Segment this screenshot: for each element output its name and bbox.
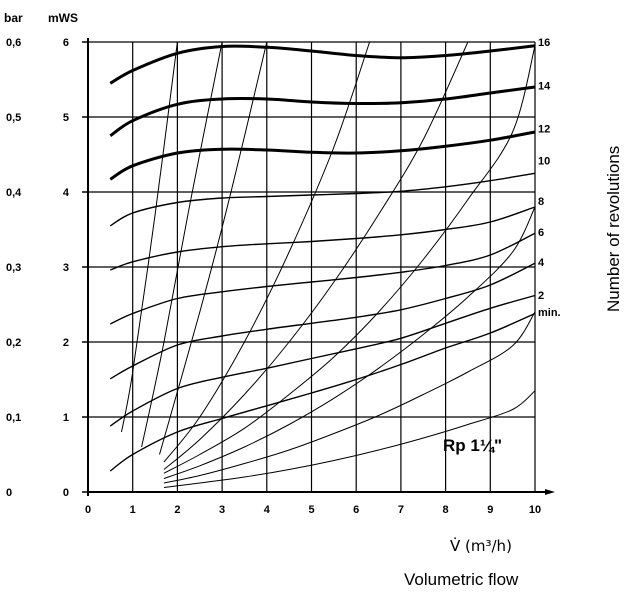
curve-label: 8 — [538, 196, 544, 208]
y-tick-label-bar: 0,1 — [6, 412, 21, 424]
curve-label: 10 — [538, 156, 550, 168]
y-tick-label-bar: 0 — [6, 487, 12, 499]
curve-label: 6 — [538, 227, 544, 239]
system-curves — [121, 41, 536, 488]
y-tick-label-mws: 3 — [63, 262, 69, 274]
x-tick-label: 2 — [174, 504, 180, 516]
y-tick-label-mws: 5 — [63, 112, 69, 124]
system-curve — [163, 311, 536, 484]
y-tick-label-mws: 0 — [63, 487, 69, 499]
x-axis-label: V̇ (m³/h) — [450, 536, 512, 555]
y-unit-mws: mWS — [48, 11, 78, 25]
x-tick-label: 0 — [85, 504, 91, 516]
model-label: Rp 1¼" — [443, 436, 502, 455]
system-curve — [159, 41, 268, 455]
pump-curve-2 — [109, 294, 536, 427]
y-tick-label-mws: 4 — [63, 187, 70, 199]
pump-curve-16 — [109, 44, 536, 85]
pump-curve-4 — [109, 262, 536, 380]
curve-label: 4 — [538, 257, 545, 269]
pump-curve-14 — [109, 85, 536, 138]
x-tick-label: 6 — [353, 504, 359, 516]
x-tick-label: 3 — [219, 504, 225, 516]
curve-label: 12 — [538, 123, 550, 135]
system-curve — [121, 41, 178, 433]
y-tick-label-bar: 0,5 — [6, 112, 21, 124]
x-tick-label: 1 — [130, 504, 136, 516]
y-tick-label-mws: 2 — [63, 337, 69, 349]
system-curve — [163, 45, 536, 474]
x-tick-label: 4 — [264, 504, 271, 516]
pump-curve-8 — [110, 206, 536, 271]
curve-label: 16 — [538, 37, 550, 49]
system-curve — [163, 41, 371, 463]
curve-label: 14 — [538, 81, 551, 93]
x-tick-label: 9 — [487, 504, 493, 516]
pump-curves — [109, 44, 536, 472]
system-curve — [163, 390, 536, 488]
pump-curve-10 — [109, 172, 536, 227]
y-tick-label-mws: 1 — [63, 412, 69, 424]
pump-curve-12 — [109, 130, 536, 181]
x-tick-label: 7 — [398, 504, 404, 516]
system-curve — [163, 41, 469, 470]
y-tick-label-bar: 0,6 — [6, 37, 21, 49]
curve-label: min. — [538, 307, 561, 319]
y-tick-label-bar: 0,3 — [6, 262, 21, 274]
y-tick-label-bar: 0,2 — [6, 337, 21, 349]
x-tick-label: 8 — [443, 504, 449, 516]
x-tick-label: 5 — [308, 504, 314, 516]
y-tick-label-mws: 6 — [63, 37, 69, 49]
system-curve — [163, 206, 536, 479]
pump-curve-min — [109, 312, 536, 472]
grid — [88, 41, 536, 492]
system-curve — [141, 41, 223, 448]
y-tick-label-bar: 0,4 — [6, 187, 22, 199]
axes — [82, 38, 555, 496]
y-unit-bar: bar — [4, 11, 23, 25]
pump-curve-6 — [110, 232, 536, 325]
curve-label: 2 — [538, 290, 544, 302]
curve-axis-label: Number of revolutions — [604, 146, 623, 312]
labels: bar mWS V̇ (m³/h) Volumetric flow Number… — [4, 11, 623, 589]
x-tick-label: 10 — [529, 504, 541, 516]
x-axis-arrow — [545, 489, 555, 495]
x-axis-caption: Volumetric flow — [404, 570, 519, 589]
